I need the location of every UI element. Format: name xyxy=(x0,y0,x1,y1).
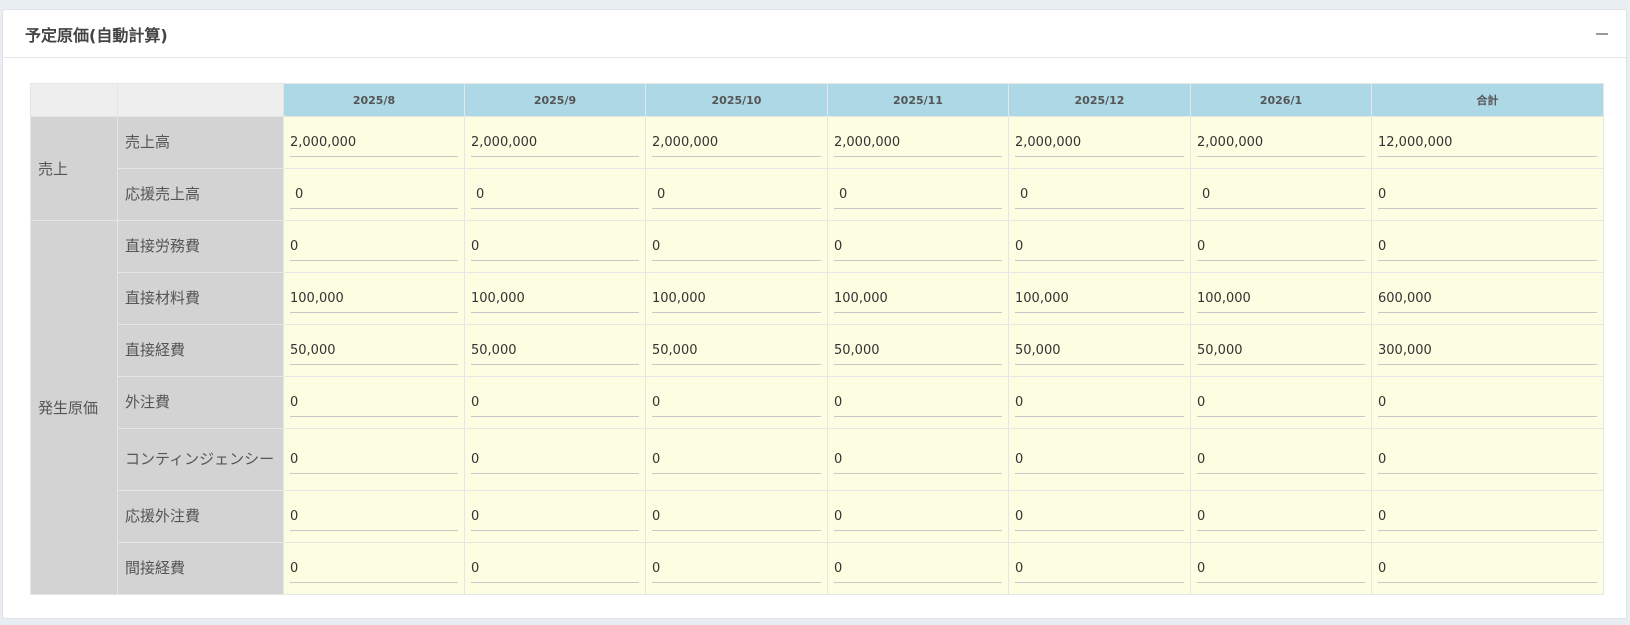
value-cell: 0 xyxy=(290,555,458,583)
collapse-icon[interactable] xyxy=(1594,26,1610,42)
value-cell: 0 xyxy=(652,503,821,531)
header-row: 2025/8 2025/9 2025/10 2025/11 2025/12 20… xyxy=(30,83,1604,117)
value-cell: 0 xyxy=(652,389,821,417)
value-cell: 0 xyxy=(1197,446,1365,474)
value-cell: 50,000 xyxy=(1015,337,1184,365)
row-label: 直接経費 xyxy=(117,324,284,377)
value-cell: 50,000 xyxy=(834,337,1002,365)
table-row: 発生原価 直接労務費 0 0 0 0 0 0 0 xyxy=(30,220,1604,595)
row-label: 売上高 xyxy=(117,116,284,169)
row-label: 応援外注費 xyxy=(117,490,284,543)
total-cell: 12,000,000 xyxy=(1378,129,1597,157)
value-cell: 0 xyxy=(1015,555,1184,583)
value-cell: 50,000 xyxy=(652,337,821,365)
value-cell: 100,000 xyxy=(471,285,639,313)
row-label: コンティンジェンシー xyxy=(117,428,284,491)
value-cell: 2,000,000 xyxy=(471,129,639,157)
table-row: 売上 売上高 2,000,000 2,000,000 2,000,000 2,0… xyxy=(30,116,1604,221)
total-cell: 0 xyxy=(1378,503,1597,531)
value-cell: 100,000 xyxy=(652,285,821,313)
total-cell: 0 xyxy=(1378,181,1597,209)
value-cell: 0 xyxy=(652,555,821,583)
column-header: 2025/10 xyxy=(645,83,828,117)
table-row: 直接材料費 100,000 100,000 100,000 100,000 10… xyxy=(31,272,1604,325)
value-cell: 2,000,000 xyxy=(1015,129,1184,157)
value-cell: 2,000,000 xyxy=(1197,129,1365,157)
value-cell: 0 xyxy=(471,446,639,474)
planned-cost-panel: 予定原価(自動計算) 2025/8 2025/9 2025/10 2025/11… xyxy=(2,9,1627,619)
table-row: 応援売上高 0 0 0 0 0 0 0 xyxy=(31,168,1604,221)
table-row: 直接経費 50,000 50,000 50,000 50,000 50,000 … xyxy=(31,324,1604,377)
header-blank-cell xyxy=(30,83,118,117)
total-cell: 0 xyxy=(1378,389,1597,417)
value-cell: 100,000 xyxy=(1197,285,1365,313)
value-cell: 0 xyxy=(1197,555,1365,583)
panel-header: 予定原価(自動計算) xyxy=(3,10,1626,58)
table-row: 間接経費 0 0 0 0 0 0 0 xyxy=(31,542,1604,595)
value-cell: 0 xyxy=(471,555,639,583)
value-cell: 0 xyxy=(1197,503,1365,531)
value-cell: 0 xyxy=(471,389,639,417)
value-cell: 0 xyxy=(1015,233,1184,261)
value-cell: 0 xyxy=(1197,233,1365,261)
row-label: 直接材料費 xyxy=(117,272,284,325)
value-cell: 100,000 xyxy=(290,285,458,313)
row-label: 応援売上高 xyxy=(117,168,284,221)
value-cell: 0 xyxy=(834,181,1002,209)
value-cell: 0 xyxy=(652,233,821,261)
value-cell: 0 xyxy=(1197,389,1365,417)
value-cell: 0 xyxy=(1015,389,1184,417)
column-header: 2026/1 xyxy=(1190,83,1372,117)
value-cell: 0 xyxy=(1015,181,1184,209)
group-label-sales: 売上 xyxy=(30,116,118,221)
column-header: 2025/8 xyxy=(283,83,465,117)
value-cell: 0 xyxy=(834,555,1002,583)
value-cell: 0 xyxy=(290,503,458,531)
value-cell: 0 xyxy=(1015,446,1184,474)
value-cell: 0 xyxy=(834,446,1002,474)
group-label-cost: 発生原価 xyxy=(30,220,118,595)
header-blank-cell xyxy=(117,83,284,117)
value-cell: 0 xyxy=(834,233,1002,261)
column-header-total: 合計 xyxy=(1371,83,1604,117)
total-cell: 600,000 xyxy=(1378,285,1597,313)
value-cell: 0 xyxy=(471,233,639,261)
value-cell: 50,000 xyxy=(1197,337,1365,365)
value-cell: 2,000,000 xyxy=(652,129,821,157)
value-cell: 2,000,000 xyxy=(290,129,458,157)
value-cell: 100,000 xyxy=(834,285,1002,313)
value-cell: 50,000 xyxy=(471,337,639,365)
value-cell: 0 xyxy=(652,181,821,209)
value-cell: 0 xyxy=(1197,181,1365,209)
table-row: コンティンジェンシー 0 0 0 0 0 0 0 xyxy=(31,428,1604,491)
value-cell: 0 xyxy=(471,503,639,531)
total-cell: 0 xyxy=(1378,233,1597,261)
value-cell: 0 xyxy=(834,503,1002,531)
value-cell: 50,000 xyxy=(290,337,458,365)
table-row: 外注費 0 0 0 0 0 0 0 xyxy=(31,376,1604,429)
column-header: 2025/9 xyxy=(464,83,646,117)
cost-table: 2025/8 2025/9 2025/10 2025/11 2025/12 20… xyxy=(30,83,1604,595)
row-label: 外注費 xyxy=(117,376,284,429)
total-cell: 300,000 xyxy=(1378,337,1597,365)
value-cell: 0 xyxy=(290,181,458,209)
panel-title: 予定原価(自動計算) xyxy=(25,25,168,45)
value-cell: 0 xyxy=(1015,503,1184,531)
value-cell: 100,000 xyxy=(1015,285,1184,313)
row-label: 直接労務費 xyxy=(117,220,284,273)
value-cell: 0 xyxy=(834,389,1002,417)
value-cell: 0 xyxy=(471,181,639,209)
value-cell: 2,000,000 xyxy=(834,129,1002,157)
table-row: 応援外注費 0 0 0 0 0 0 0 xyxy=(31,490,1604,543)
value-cell: 0 xyxy=(290,389,458,417)
column-header: 2025/12 xyxy=(1008,83,1191,117)
row-label: 間接経費 xyxy=(117,542,284,595)
column-header: 2025/11 xyxy=(827,83,1009,117)
total-cell: 0 xyxy=(1378,446,1597,474)
total-cell: 0 xyxy=(1378,555,1597,583)
value-cell: 0 xyxy=(652,446,821,474)
value-cell: 0 xyxy=(290,446,458,474)
value-cell: 0 xyxy=(290,233,458,261)
